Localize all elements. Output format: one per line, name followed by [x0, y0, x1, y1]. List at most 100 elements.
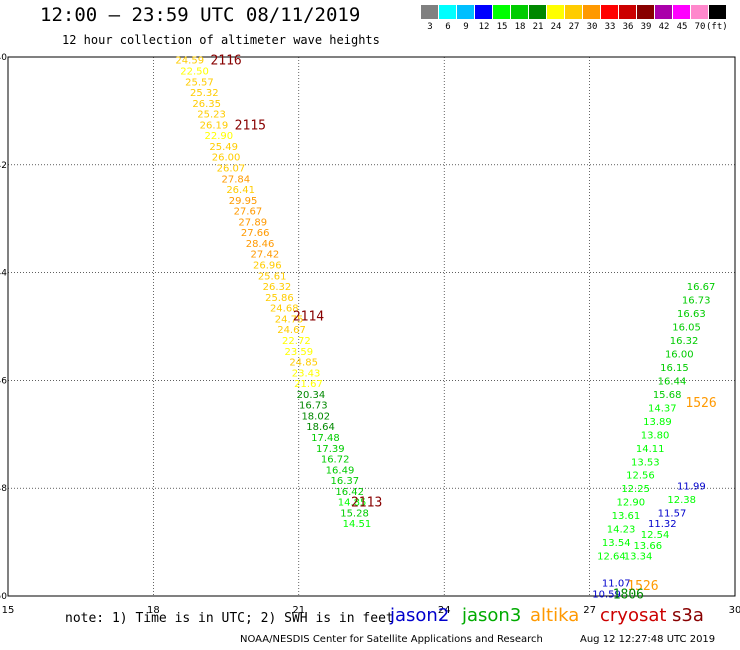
- data-point-label: 24.67: [277, 325, 306, 336]
- scale-label: 15: [496, 22, 508, 32]
- data-point-label: 13.66: [633, 541, 662, 552]
- data-point-label: 16.15: [660, 363, 689, 374]
- x-tick-label: 21: [292, 605, 305, 616]
- track-label: 2113: [351, 496, 382, 511]
- data-point-label: 16.73: [299, 401, 328, 412]
- data-point-label: 25.49: [209, 142, 238, 153]
- data-point-label: 15.28: [340, 508, 369, 519]
- y-tick-label: -48: [0, 484, 7, 494]
- data-point-label: 16.05: [672, 323, 701, 334]
- data-point-label: 11.99: [677, 482, 706, 493]
- data-point-label: 27.66: [241, 228, 270, 239]
- data-point-label: 14.51: [343, 519, 372, 530]
- y-tick-label: -46: [0, 376, 7, 386]
- scale-label: 21: [532, 22, 544, 32]
- data-point-label: 14.85: [338, 498, 367, 509]
- legend-item: jason3: [462, 605, 522, 626]
- data-point-label: 16.49: [326, 465, 355, 476]
- scale-label: 30: [586, 22, 598, 32]
- data-point-label: 16.72: [321, 455, 350, 466]
- scale-label: 42: [658, 22, 670, 32]
- data-point-label: 24.85: [289, 358, 318, 369]
- data-point-label: 22.90: [205, 131, 234, 142]
- data-point-label: 12.54: [641, 530, 670, 541]
- data-point-label: 13.53: [631, 457, 660, 468]
- track-label: 1526: [685, 396, 716, 411]
- data-point-label: 26.07: [217, 163, 246, 174]
- data-point-label: 13.61: [612, 511, 641, 522]
- plot-frame: [7, 56, 736, 597]
- scale-label: 70: [694, 22, 706, 32]
- scale-swatch: [637, 5, 654, 19]
- data-point-label: 12.90: [616, 498, 645, 509]
- y-tick-label: -44: [0, 269, 7, 279]
- data-point-label: 16.44: [658, 376, 687, 387]
- data-point-label: 12.56: [626, 471, 655, 482]
- data-point-label: 23.59: [284, 347, 313, 358]
- data-point-label: 14.23: [607, 525, 636, 536]
- data-point-label: 16.00: [665, 349, 694, 360]
- legend-item: s3a: [672, 605, 704, 626]
- data-point-label: 27.84: [221, 174, 250, 185]
- page-title: 12:00 – 23:59 UTC 08/11/2019: [40, 4, 361, 26]
- data-point-label: 17.48: [311, 433, 340, 444]
- data-point-label: 10.59: [592, 589, 621, 600]
- data-point-label: 25.23: [197, 110, 226, 121]
- data-point-label: 16.63: [677, 309, 706, 320]
- track-label: 1806: [613, 587, 644, 602]
- data-point-label: 24.75: [275, 314, 304, 325]
- scale-label: 18: [514, 22, 526, 32]
- scale-swatch: [655, 5, 672, 19]
- data-point-label: 13.80: [641, 430, 670, 441]
- data-point-label: 25.61: [258, 271, 287, 282]
- scale-label: 9: [463, 22, 469, 32]
- data-point-label: 26.96: [253, 261, 282, 272]
- scale-swatch: [583, 5, 600, 19]
- x-tick-label: 30: [729, 605, 740, 616]
- data-point-label: 28.46: [246, 239, 275, 250]
- scale-label: 39: [640, 22, 652, 32]
- data-point-label: 13.34: [624, 552, 653, 563]
- scale-label: 27: [568, 22, 580, 32]
- legend-item: altika: [530, 605, 580, 626]
- data-point-label: 13.54: [602, 538, 631, 549]
- track-label: 1526: [627, 579, 658, 594]
- scale-swatch: [601, 5, 618, 19]
- x-tick-label: 24: [438, 605, 451, 616]
- scale-label: 3: [427, 22, 433, 32]
- data-point-label: 15.68: [653, 390, 682, 401]
- x-tick-label: 27: [583, 605, 596, 616]
- data-point-label: 22.72: [282, 336, 311, 347]
- data-point-label: 26.35: [192, 99, 221, 110]
- scale-swatch: [709, 5, 726, 19]
- data-point-label: 21.67: [294, 379, 323, 390]
- timestamp: Aug 12 12:27:48 UTC 2019: [580, 634, 716, 645]
- data-point-label: 24.59: [175, 56, 204, 67]
- data-point-label: 11.32: [648, 519, 677, 530]
- data-point-label: 18.02: [301, 411, 330, 422]
- data-point-label: 12.38: [667, 495, 696, 506]
- data-point-label: 22.50: [180, 66, 209, 77]
- data-point-label: 27.67: [234, 207, 263, 218]
- scale-label: 36: [622, 22, 634, 32]
- scale-swatch: [673, 5, 690, 19]
- data-point-label: 25.57: [185, 77, 214, 88]
- data-point-label: 24.68: [270, 304, 299, 315]
- scale-swatch: [439, 5, 456, 19]
- page-subtitle: 12 hour collection of altimeter wave hei…: [62, 33, 380, 47]
- data-point-label: 23.43: [292, 368, 321, 379]
- data-point-label: 11.07: [602, 579, 631, 590]
- data-point-label: 14.37: [648, 403, 677, 414]
- scale-swatch: [529, 5, 546, 19]
- data-point-label: 16.42: [335, 487, 364, 498]
- track-label: 2116: [210, 54, 241, 69]
- scale-label: 12: [478, 22, 490, 32]
- scale-swatch: [457, 5, 474, 19]
- legend-item: jason2: [390, 605, 450, 626]
- data-point-label: 11.57: [658, 508, 687, 519]
- scale-label: (ft): [706, 22, 728, 32]
- track-label: 2114: [293, 310, 324, 325]
- data-point-label: 18.64: [306, 422, 335, 433]
- data-point-label: 17.39: [316, 444, 345, 455]
